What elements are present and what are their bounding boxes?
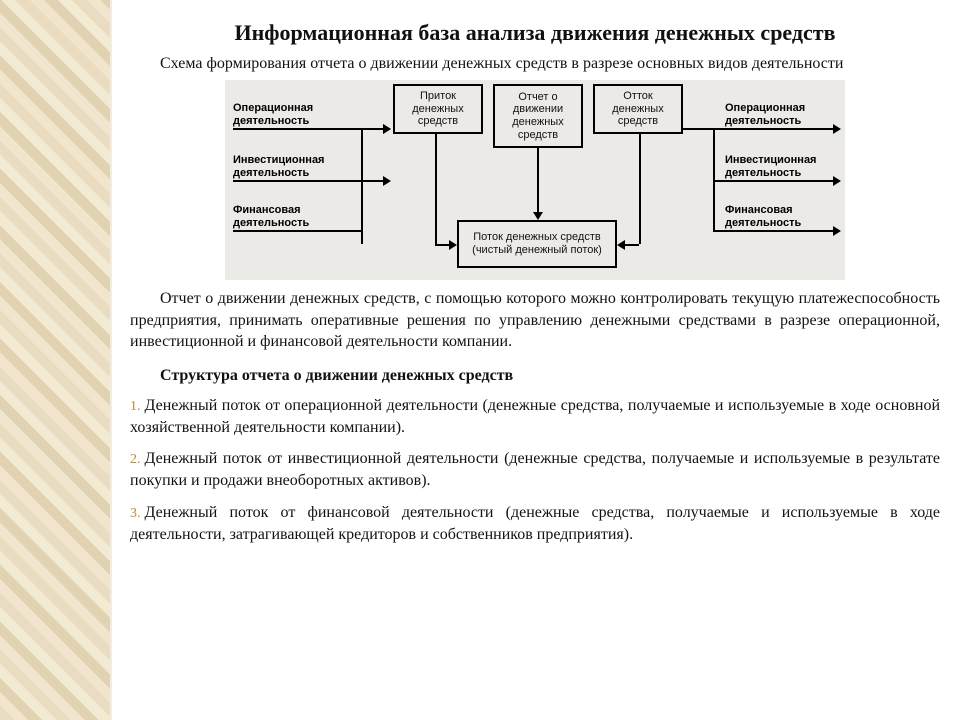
right-label-investment: Инвестиционная деятельность xyxy=(725,154,837,179)
box-netflow: Поток денежных средств (чистый денежный … xyxy=(457,220,617,268)
list-item: Денежный поток от финансовой деятельност… xyxy=(130,502,940,545)
side-ornament xyxy=(0,0,112,720)
outflow-down xyxy=(639,134,641,244)
arrow-left-fin-h xyxy=(233,230,363,232)
page-title: Информационная база анализа движения ден… xyxy=(130,20,940,46)
structure-heading: Структура отчета о движении денежных сре… xyxy=(130,367,940,385)
inflow-down xyxy=(435,134,437,244)
list-item: Денежный поток от инвестиционной деятель… xyxy=(130,448,940,491)
left-label-investment: Инвестиционная деятельность xyxy=(233,154,343,179)
box-inflow: Приток денежных средств xyxy=(393,84,483,134)
arrow-left-inv-h1 xyxy=(233,180,363,182)
slide: Информационная база анализа движения ден… xyxy=(0,0,960,720)
out-to-right xyxy=(683,128,713,130)
box-outflow: Отток денежных средств xyxy=(593,84,683,134)
arrow-right-fin xyxy=(713,230,833,232)
arrow-right-inv xyxy=(713,180,833,182)
structure-list: Денежный поток от операционной деятельно… xyxy=(130,395,940,545)
body-paragraph: Отчет о движении денежных средств, с пом… xyxy=(130,288,940,353)
left-to-net-h xyxy=(361,230,363,244)
inflow-to-net xyxy=(435,244,449,246)
list-item: Денежный поток от операционной деятельно… xyxy=(130,395,940,438)
report-down xyxy=(537,148,539,212)
content-area: Информационная база анализа движения ден… xyxy=(130,0,940,720)
box-report: Отчет о движении денежных средств xyxy=(493,84,583,148)
into-inflow xyxy=(361,128,383,130)
cashflow-diagram: Приток денежных средств Отчет о движении… xyxy=(225,80,845,280)
arrow-left-inv-h2 xyxy=(361,180,383,182)
left-vertical xyxy=(361,128,363,232)
outflow-to-net xyxy=(625,244,639,246)
left-label-financial: Финансовая деятельность xyxy=(233,204,343,229)
diagram-caption: Схема формирования отчета о движении ден… xyxy=(130,54,940,74)
right-label-operational: Операционная деятельность xyxy=(725,102,837,127)
left-label-operational: Операционная деятельность xyxy=(233,102,343,127)
right-label-financial: Финансовая деятельность xyxy=(725,204,837,229)
